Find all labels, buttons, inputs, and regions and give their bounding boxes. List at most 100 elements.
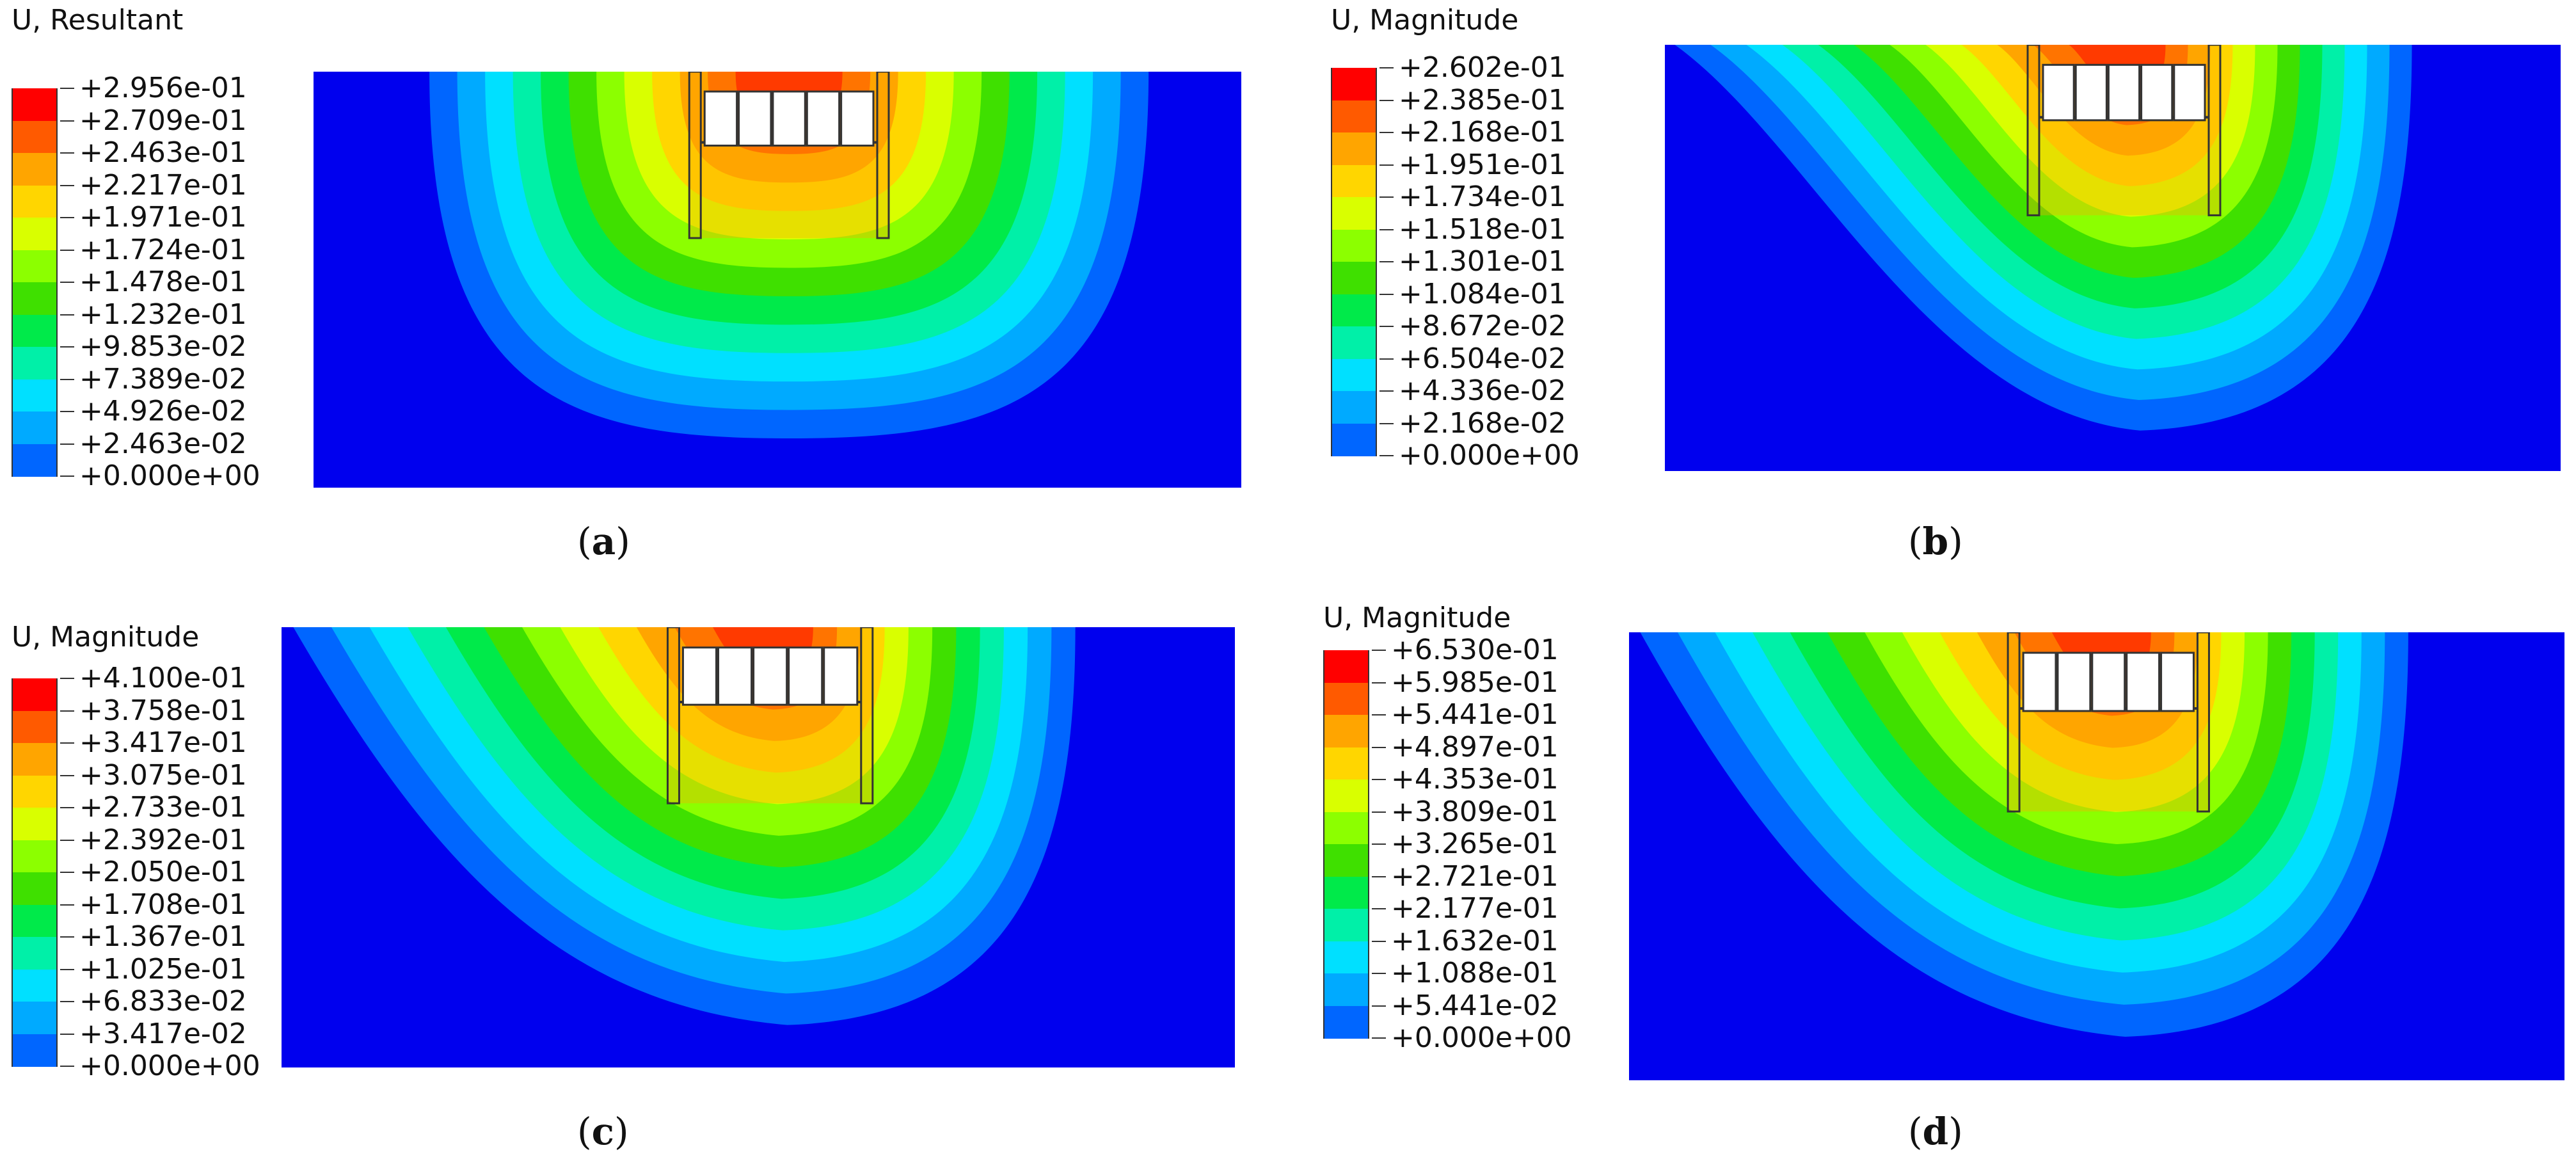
legend-swatch <box>12 1002 58 1035</box>
structure-cell <box>806 90 841 147</box>
right-wall <box>2196 632 2210 813</box>
legend-tick <box>60 217 74 218</box>
legend-label: +5.441e-02 <box>1391 989 1559 1022</box>
structure-cell <box>2042 63 2075 122</box>
legend-swatch <box>1323 650 1369 683</box>
legend-label: +6.833e-02 <box>79 985 247 1018</box>
legend-label: +1.971e-01 <box>79 201 247 234</box>
legend-tick <box>60 872 74 873</box>
legend-tick <box>60 184 74 186</box>
legend-label: +2.385e-01 <box>1399 83 1566 116</box>
legend-swatch <box>1331 132 1377 166</box>
legend-swatch <box>12 185 58 218</box>
legend-label: +0.000e+00 <box>79 1050 260 1082</box>
legend-tick <box>60 968 74 970</box>
legend-swatch <box>1331 294 1377 327</box>
legend-label: +3.809e-01 <box>1391 795 1559 828</box>
legend-tick <box>60 120 74 122</box>
legend-tick <box>60 411 74 412</box>
structure-cell <box>703 90 738 147</box>
legend-tick <box>60 249 74 251</box>
caption-letter: c <box>591 1110 614 1153</box>
structure-cell <box>2074 63 2108 122</box>
legend-tick <box>60 314 74 316</box>
legend-label: +9.853e-02 <box>79 330 247 363</box>
legend-swatch <box>12 1034 58 1067</box>
structure-cell <box>717 646 753 706</box>
left-wall <box>2007 632 2021 813</box>
structure-cell <box>2107 63 2141 122</box>
legend-swatch <box>1323 1005 1369 1039</box>
legend-tick <box>60 346 74 348</box>
right-wall <box>2207 45 2222 216</box>
legend-swatch <box>1323 876 1369 909</box>
legend-label: +2.177e-01 <box>1391 892 1559 925</box>
legend-swatch <box>1323 715 1369 748</box>
legend-swatch <box>12 678 58 712</box>
legend-tick <box>60 378 74 380</box>
legend-label: +4.926e-02 <box>79 395 247 428</box>
legend-swatch <box>12 379 58 412</box>
contour-plot <box>282 627 1235 1067</box>
legend-label: +1.025e-01 <box>79 952 247 986</box>
field-title: U, Resultant <box>12 4 184 36</box>
structure-cell <box>772 90 806 147</box>
legend-swatch <box>1323 844 1369 877</box>
caption-letter: b <box>1922 520 1949 563</box>
legend-label: +1.951e-01 <box>1399 148 1566 181</box>
legend-swatch <box>12 840 58 873</box>
legend-tick <box>60 1066 74 1067</box>
legend-tick <box>60 742 74 744</box>
legend-label: +3.075e-01 <box>79 758 247 792</box>
legend-tick <box>1379 67 1394 68</box>
legend-label: +1.518e-01 <box>1399 212 1566 246</box>
legend-swatch <box>12 743 58 776</box>
legend-label: +1.478e-01 <box>79 266 247 298</box>
legend-label: +7.389e-02 <box>79 362 247 396</box>
legend-swatch <box>1331 197 1377 230</box>
legend-swatch <box>12 872 58 906</box>
caption: (b) <box>1908 520 1963 563</box>
structure-cell <box>681 646 718 706</box>
legend-tick <box>60 443 74 445</box>
caption: (d) <box>1908 1110 1963 1153</box>
legend-tick <box>1372 746 1386 748</box>
legend-label: +0.000e+00 <box>1399 439 1580 472</box>
legend-swatch <box>1323 941 1369 974</box>
structure-cell <box>823 646 859 706</box>
legend-swatch <box>1331 326 1377 360</box>
legend-tick <box>60 839 74 841</box>
legend-swatch <box>1331 391 1377 424</box>
legend-swatch <box>1323 973 1369 1007</box>
legend-tick <box>1379 422 1394 424</box>
legend-label: +4.353e-01 <box>1391 763 1559 795</box>
legend-tick <box>1372 973 1386 974</box>
left-wall <box>666 627 680 804</box>
legend-tick <box>60 476 74 477</box>
legend-label: +2.463e-02 <box>79 427 247 460</box>
legend-tick <box>1379 132 1394 133</box>
legend-label: +4.336e-02 <box>1399 374 1566 407</box>
legend-label: +1.084e-01 <box>1399 277 1566 310</box>
legend-label: +1.632e-01 <box>1391 924 1559 957</box>
legend-swatch <box>12 969 58 1002</box>
legend-swatch <box>1331 423 1377 456</box>
legend-tick <box>1379 293 1394 295</box>
legend-swatch <box>12 775 58 808</box>
right-wall <box>860 627 874 804</box>
structure-cell <box>840 90 875 147</box>
legend-label: +2.392e-01 <box>79 823 247 856</box>
legend-tick <box>1372 940 1386 942</box>
legend-label: +6.504e-02 <box>1399 342 1566 375</box>
legend-label: +2.709e-01 <box>79 104 247 137</box>
legend-swatch <box>12 120 58 154</box>
legend-swatch <box>12 347 58 380</box>
legend-label: +3.417e-01 <box>79 726 247 759</box>
legend-tick <box>1372 1037 1386 1039</box>
legend-tick <box>1379 326 1394 327</box>
legend-label: +1.232e-01 <box>79 298 247 331</box>
legend-tick <box>1372 908 1386 909</box>
legend-swatch <box>1323 909 1369 942</box>
legend-tick <box>60 282 74 283</box>
legend-swatch <box>1323 682 1369 715</box>
